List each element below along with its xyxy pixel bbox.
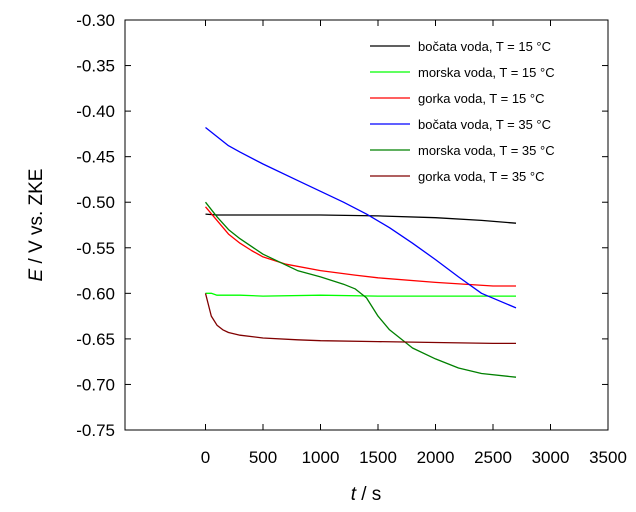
y-tick-label: -0.50	[76, 193, 115, 212]
legend-label: morska voda, T = 15 °C	[418, 65, 555, 80]
series-line-1	[205, 213, 517, 224]
legend-label: morska voda, T = 35 °C	[418, 143, 555, 158]
x-tick-label: 2500	[474, 448, 512, 467]
plot-frame	[124, 19, 609, 431]
legend: bočata voda, T = 15 °C morska voda, T = 1…	[370, 39, 555, 184]
y-tick-label: -0.55	[76, 239, 115, 258]
x-tick-label: 1500	[359, 448, 397, 467]
x-axis-unit: / s	[356, 484, 381, 505]
legend-label: bočata voda, T = 15 °C	[418, 39, 551, 54]
series-line-6	[204, 293, 516, 345]
x-tick-label: 3000	[532, 448, 570, 467]
y-tick-label: -0.45	[76, 148, 115, 167]
x-tick-label: 3500	[589, 448, 627, 467]
y-tick-label: -0.35	[76, 57, 115, 76]
series-line-2	[205, 292, 516, 297]
tick-labels: 0 500 1000 1500 2000 2500 3000 3500 -0.75 -0.70 -0…	[76, 11, 627, 467]
ticks	[125, 19, 609, 431]
y-axis-title: E / V vs. ZKE	[26, 169, 47, 282]
x-tick-label: 0	[201, 448, 210, 467]
x-tick-label: 500	[249, 448, 277, 467]
x-axis-symbol: t	[351, 484, 357, 505]
legend-label: gorka voda, T = 15 °C	[418, 91, 545, 106]
y-tick-label: -0.65	[76, 330, 115, 349]
series-line-4	[205, 126, 517, 309]
series-line-5	[204, 201, 517, 378]
y-axis-unit: / V vs. ZKE	[26, 169, 47, 269]
x-axis-title: t / s	[351, 484, 382, 505]
y-tick-label: -0.75	[76, 421, 115, 440]
y-tick-label: -0.60	[76, 284, 115, 303]
legend-label: bočata voda, T = 35 °C	[418, 117, 551, 132]
x-tick-label: 2000	[417, 448, 455, 467]
legend-label: gorka voda, T = 35 °C	[418, 169, 545, 184]
x-tick-label: 1000	[302, 448, 340, 467]
series-line-3	[205, 206, 516, 287]
y-tick-label: -0.70	[76, 375, 115, 394]
series-lines	[204, 126, 517, 378]
y-axis-symbol: E	[26, 269, 47, 282]
y-tick-label: -0.30	[76, 11, 115, 30]
y-tick-label: -0.40	[76, 102, 115, 121]
